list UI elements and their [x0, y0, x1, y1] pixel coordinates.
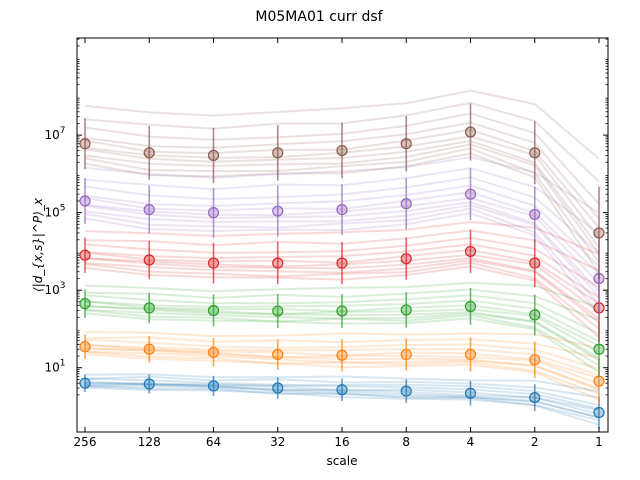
y-tick-label: 103 [44, 281, 65, 297]
series-5-point-1 [143, 147, 155, 159]
series-1 [79, 331, 605, 405]
series-0-realization-9 [84, 373, 600, 393]
series-1-point-0 [79, 341, 91, 353]
series-2-point-6 [464, 300, 477, 313]
y-ticks: 101 103 105 107 [44, 38, 608, 396]
series-2-point-8 [593, 343, 605, 355]
chart-title: M05MA01 curr dsf [255, 9, 383, 25]
x-tick-label: 64 [206, 435, 221, 449]
series-1-point-8 [593, 375, 605, 387]
series-4-point-5 [400, 198, 412, 210]
series-1-point-2 [207, 346, 220, 358]
series-4-point-0 [79, 195, 91, 207]
series-2-point-7 [529, 309, 541, 321]
y-tick-label: 105 [44, 204, 65, 220]
series-1-realization-9 [84, 331, 600, 350]
x-ticks: 256 128 64 32 16 8 4 2 1 [74, 38, 603, 449]
x-tick-label: 256 [74, 435, 97, 449]
series-4-point-6 [464, 188, 477, 200]
series-3-point-1 [143, 254, 155, 266]
x-axis-label: scale [327, 454, 358, 468]
series-3-point-0 [79, 249, 91, 261]
series-4-point-2 [207, 207, 220, 219]
y-tick-label: 107 [44, 126, 65, 142]
series-1-point-1 [143, 343, 155, 355]
series-0-point-0 [79, 377, 91, 389]
series-4 [79, 156, 605, 320]
series-3-point-6 [464, 245, 477, 258]
series-2-point-3 [272, 305, 284, 317]
x-tick-label: 2 [531, 435, 539, 449]
y-tick-label: 101 [44, 359, 65, 375]
series-5-point-3 [272, 147, 284, 159]
x-tick-label: 128 [138, 435, 161, 449]
series-3 [79, 220, 605, 343]
x-tick-label: 16 [334, 435, 349, 449]
series-3-point-3 [272, 257, 284, 269]
x-tick-label: 32 [270, 435, 285, 449]
series-5-point-4 [336, 144, 348, 157]
x-tick-label: 1 [595, 435, 603, 449]
y-axis-label: ⟨|d_{x,s}|^P⟩_x [31, 197, 45, 292]
series-4-point-4 [336, 203, 348, 216]
series-0-point-8 [593, 406, 605, 419]
series-2-point-1 [143, 302, 155, 314]
series-5-point-2 [207, 149, 220, 161]
series-1-point-6 [464, 348, 477, 361]
series-1-point-7 [529, 354, 541, 366]
series-0-point-4 [336, 384, 348, 396]
series-2-point-4 [336, 305, 348, 317]
series-5-point-5 [400, 138, 412, 150]
series-5-point-0 [79, 138, 91, 150]
series-0-point-2 [207, 380, 220, 392]
series-1-point-4 [336, 349, 348, 361]
series-5-point-8 [593, 227, 605, 239]
series-2-realization-9 [84, 281, 600, 309]
series-4-point-1 [143, 203, 155, 216]
series-4-point-3 [272, 205, 284, 217]
series-5-point-7 [529, 147, 541, 159]
series-layer [79, 89, 605, 429]
series-3-point-5 [400, 253, 412, 265]
series-5-point-6 [464, 126, 477, 138]
series-0-point-1 [143, 378, 155, 390]
series-2 [79, 281, 605, 377]
x-tick-label: 8 [402, 435, 410, 449]
series-3-point-7 [529, 257, 541, 269]
series-0-point-7 [529, 391, 541, 404]
series-0-point-5 [400, 385, 412, 397]
series-0 [79, 373, 605, 429]
series-5-realization-9 [84, 89, 600, 160]
series-3-point-2 [207, 257, 220, 269]
series-5 [79, 89, 605, 280]
series-0-point-6 [464, 387, 477, 399]
series-1-point-5 [400, 348, 412, 361]
series-2-point-0 [79, 298, 91, 310]
series-0-point-3 [272, 382, 284, 394]
series-3-point-4 [336, 257, 348, 269]
series-2-point-2 [207, 304, 220, 317]
series-1-point-3 [272, 348, 284, 361]
series-2-point-5 [400, 304, 412, 316]
x-tick-label: 4 [467, 435, 475, 449]
series-4-point-7 [529, 208, 541, 221]
